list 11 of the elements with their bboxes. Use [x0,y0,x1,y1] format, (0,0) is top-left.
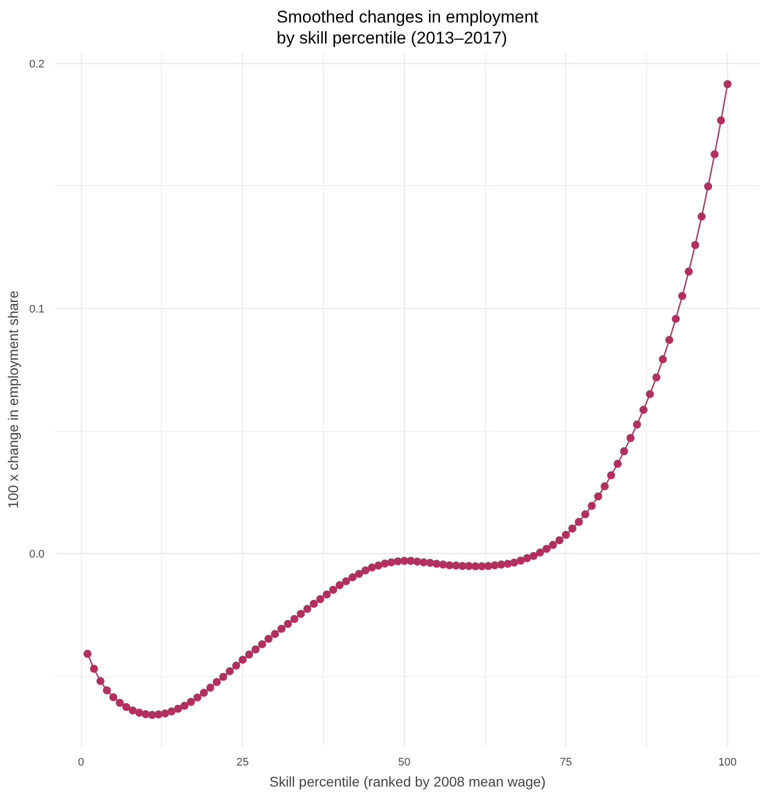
chart-title: Smoothed changes in employment by skill percentile (2013–2017) [276,8,539,48]
x-tick-label: 100 [718,756,737,768]
x-axis-title: Skill percentile (ranked by 2008 mean wage) [269,774,546,790]
y-tick-label: 0.1 [29,304,45,316]
x-tick-label: 75 [560,756,572,768]
y-axis-title: 100 x change in employment share [5,290,22,508]
y-tick-label: 0.0 [29,548,45,561]
y-tick-label: 0.2 [29,58,45,70]
x-tick-label: 0 [78,756,84,768]
x-tick-label: 50 [398,756,410,768]
x-tick-label: 25 [236,756,249,768]
